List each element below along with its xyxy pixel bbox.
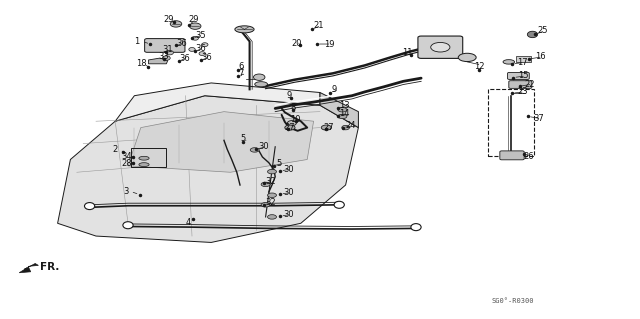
Ellipse shape xyxy=(139,163,149,167)
Polygon shape xyxy=(19,263,38,273)
Text: 27: 27 xyxy=(323,123,334,132)
Text: 16: 16 xyxy=(535,52,546,61)
Ellipse shape xyxy=(268,193,276,197)
Text: 5: 5 xyxy=(241,134,246,143)
Bar xyxy=(131,148,166,167)
Text: 9: 9 xyxy=(332,85,337,94)
Text: 30: 30 xyxy=(283,165,294,174)
Ellipse shape xyxy=(268,215,276,219)
Text: SG0°-R0300: SG0°-R0300 xyxy=(492,298,534,304)
Text: 19: 19 xyxy=(324,40,334,48)
Text: 26: 26 xyxy=(524,152,534,161)
Ellipse shape xyxy=(411,224,421,231)
Text: 5: 5 xyxy=(276,159,282,168)
Polygon shape xyxy=(148,58,168,64)
Text: 24: 24 xyxy=(346,121,356,130)
Text: 36: 36 xyxy=(179,54,190,63)
FancyBboxPatch shape xyxy=(418,36,463,58)
Ellipse shape xyxy=(189,48,195,51)
Text: 15: 15 xyxy=(518,71,529,80)
FancyBboxPatch shape xyxy=(508,72,529,79)
Ellipse shape xyxy=(250,148,259,152)
Ellipse shape xyxy=(503,60,515,64)
Ellipse shape xyxy=(287,121,296,126)
Ellipse shape xyxy=(84,203,95,210)
Text: 31: 31 xyxy=(162,45,173,54)
Ellipse shape xyxy=(199,52,205,56)
Text: 1: 1 xyxy=(134,37,140,46)
Ellipse shape xyxy=(338,114,347,119)
Text: 17: 17 xyxy=(517,58,528,67)
Ellipse shape xyxy=(268,169,276,174)
FancyBboxPatch shape xyxy=(516,56,531,62)
Text: 7: 7 xyxy=(239,69,244,78)
Text: 12: 12 xyxy=(474,63,484,71)
Text: 29: 29 xyxy=(163,15,173,24)
Text: 23: 23 xyxy=(517,87,528,96)
Ellipse shape xyxy=(163,56,170,60)
Ellipse shape xyxy=(285,125,295,130)
Text: 30: 30 xyxy=(259,142,269,151)
Text: 11: 11 xyxy=(402,48,412,57)
Bar xyxy=(488,89,534,156)
Text: 6: 6 xyxy=(239,63,244,71)
Text: 32: 32 xyxy=(266,177,276,186)
FancyBboxPatch shape xyxy=(500,151,524,160)
FancyBboxPatch shape xyxy=(509,81,532,88)
Text: 30: 30 xyxy=(283,210,294,219)
Text: 32: 32 xyxy=(266,198,276,207)
Ellipse shape xyxy=(261,203,270,207)
Ellipse shape xyxy=(189,23,201,29)
Text: 27: 27 xyxy=(285,123,296,132)
Ellipse shape xyxy=(192,36,198,40)
Ellipse shape xyxy=(235,26,254,33)
Text: 34: 34 xyxy=(122,152,132,161)
Polygon shape xyxy=(320,93,358,128)
Text: 36: 36 xyxy=(202,53,212,62)
Text: FR.: FR. xyxy=(40,262,59,272)
Ellipse shape xyxy=(170,21,182,27)
Ellipse shape xyxy=(166,50,173,55)
Text: 28: 28 xyxy=(122,159,132,168)
Text: 36: 36 xyxy=(195,44,206,53)
Text: 8: 8 xyxy=(290,103,295,112)
Ellipse shape xyxy=(342,125,349,130)
Ellipse shape xyxy=(253,74,265,80)
Text: 18: 18 xyxy=(136,59,147,68)
Ellipse shape xyxy=(321,125,332,130)
Text: 10: 10 xyxy=(290,115,300,124)
Text: 21: 21 xyxy=(314,21,324,30)
Text: 14: 14 xyxy=(339,109,349,118)
Text: 36: 36 xyxy=(176,39,187,48)
Text: 29: 29 xyxy=(189,15,199,24)
Ellipse shape xyxy=(139,156,149,160)
Text: 33: 33 xyxy=(159,52,170,61)
Ellipse shape xyxy=(123,222,133,229)
Text: 2: 2 xyxy=(112,145,117,154)
Ellipse shape xyxy=(202,43,208,47)
Text: 20: 20 xyxy=(291,39,301,48)
Text: 9: 9 xyxy=(287,91,292,100)
Ellipse shape xyxy=(338,108,347,112)
Text: 37: 37 xyxy=(534,114,545,123)
Text: 22: 22 xyxy=(525,80,535,89)
Ellipse shape xyxy=(334,201,344,208)
Polygon shape xyxy=(58,96,358,242)
FancyBboxPatch shape xyxy=(145,39,185,52)
Text: 13: 13 xyxy=(339,101,350,110)
Text: 35: 35 xyxy=(195,31,206,40)
Ellipse shape xyxy=(527,31,538,38)
Ellipse shape xyxy=(431,42,450,52)
Text: 3: 3 xyxy=(123,187,128,196)
Polygon shape xyxy=(115,83,320,121)
Ellipse shape xyxy=(255,82,268,87)
Text: 25: 25 xyxy=(538,26,548,35)
Polygon shape xyxy=(128,112,314,172)
Text: 30: 30 xyxy=(283,188,294,197)
Ellipse shape xyxy=(261,182,270,187)
Ellipse shape xyxy=(458,53,476,62)
Text: 4: 4 xyxy=(186,218,191,227)
